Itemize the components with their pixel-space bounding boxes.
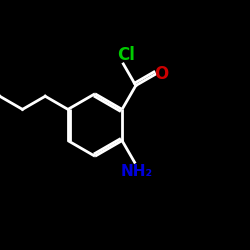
Text: O: O	[154, 65, 168, 83]
Text: NH₂: NH₂	[121, 164, 153, 178]
Text: Cl: Cl	[117, 46, 135, 64]
